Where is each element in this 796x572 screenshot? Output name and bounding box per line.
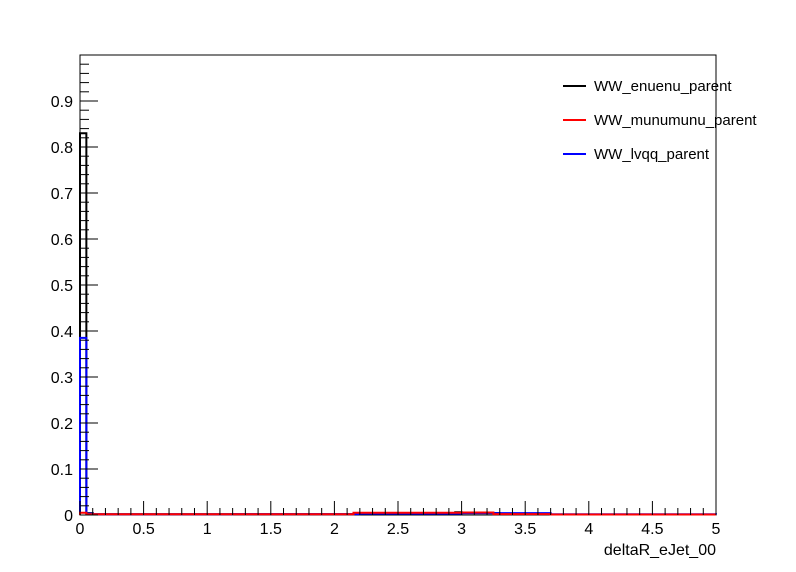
legend-label: WW_lvqq_parent xyxy=(594,146,710,163)
x-tick-label: 3 xyxy=(457,521,466,538)
series-WW_lvqq_parent xyxy=(79,336,717,516)
series-WW_enuenu_parent xyxy=(79,132,717,516)
x-tick-label: 4 xyxy=(584,521,593,538)
x-tick-label: 0 xyxy=(76,521,85,538)
x-tick-label: 1 xyxy=(203,521,212,538)
x-tick-label: 2.5 xyxy=(387,521,409,538)
x-tick-label: 5 xyxy=(712,521,721,538)
x-axis: 0 0.5 1 1.5 2 2.5 3 3.5 4 4.5 5 xyxy=(76,501,721,538)
x-tick-label: 4.5 xyxy=(641,521,663,538)
y-axis: 0 0.1 0.2 0.3 0.4 0.5 0.6 0.7 0.8 0.9 xyxy=(51,54,98,525)
series-line xyxy=(79,511,716,516)
y-tick-label: 0.2 xyxy=(51,416,73,433)
series-line xyxy=(79,132,716,516)
y-tick-label: 0 xyxy=(64,508,73,525)
y-tick-label: 0.5 xyxy=(51,278,73,295)
y-tick-label: 0.8 xyxy=(51,140,73,157)
x-tick-label: 1.5 xyxy=(260,521,282,538)
y-tick-label: 0.1 xyxy=(51,462,73,479)
y-tick-label: 0.3 xyxy=(51,370,73,387)
legend: WW_enuenu_parent WW_munumunu_parent WW_lvq… xyxy=(563,78,757,163)
y-tick-label: 0.9 xyxy=(51,94,73,111)
series-line xyxy=(79,336,717,516)
x-tick-label: 0.5 xyxy=(132,521,154,538)
legend-label: WW_munumunu_parent xyxy=(594,112,757,129)
x-tick-label: 3.5 xyxy=(514,521,536,538)
x-tick-label: 2 xyxy=(330,521,339,538)
series-layer xyxy=(79,132,717,516)
y-tick-label: 0.6 xyxy=(51,232,73,249)
y-tick-label: 0.7 xyxy=(51,186,73,203)
y-tick-label: 0.4 xyxy=(51,324,73,341)
legend-label: WW_enuenu_parent xyxy=(594,78,732,95)
x-axis-title: deltaR_eJet_00 xyxy=(604,542,716,559)
